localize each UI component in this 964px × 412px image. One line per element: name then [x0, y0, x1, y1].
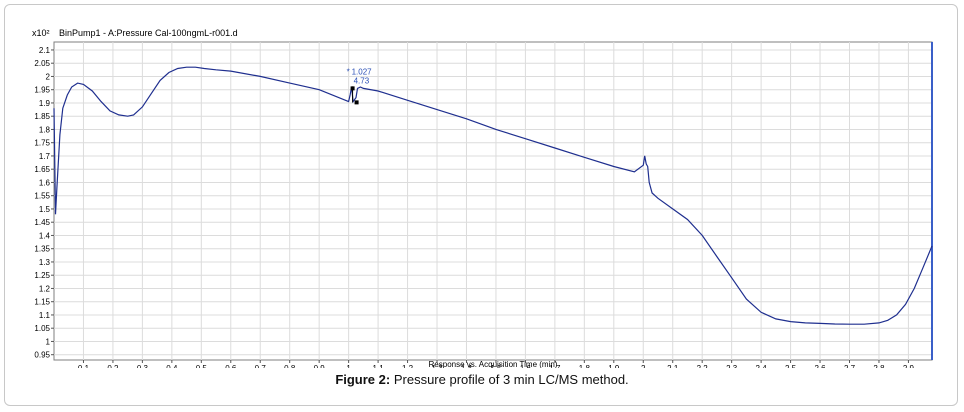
y-tick-label: 1.95 [34, 86, 50, 95]
x-tick-label: 2.3 [726, 364, 738, 368]
y-tick-label: 1.9 [39, 99, 51, 108]
chart-container: 0.95 1 1.05 1.1 1.15 1.2 1.25 1.3 1.35 1.4 1.45 1.5… [30, 24, 934, 373]
y-tick-label: 2.05 [34, 59, 50, 68]
annotation-marker-top [350, 86, 355, 91]
y-tick-label: 1.5 [39, 205, 51, 214]
y-tick-label: 1.65 [34, 165, 50, 174]
x-tick-label: 0.3 [137, 364, 149, 368]
figure-caption: Figure 2: Pressure profile of 3 min LC/M… [0, 372, 964, 387]
x-tick-label: 1 [346, 364, 351, 368]
annotation-marker-bottom [354, 100, 359, 105]
y-tick-label: 2.1 [39, 46, 51, 55]
y-multiplier-label: x10² [32, 28, 50, 38]
y-tick-label: 1.55 [34, 192, 50, 201]
chart-title: BinPump1 - A:Pressure Cal-100ngmL-r001.d [59, 28, 238, 38]
x-tick-label: 0.5 [196, 364, 208, 368]
x-tick-label: 1.2 [402, 364, 414, 368]
y-tick-label: 1.8 [39, 125, 51, 134]
caption-text: Pressure profile of 3 min LC/MS method. [393, 372, 629, 387]
y-tick-label: 1.7 [39, 152, 51, 161]
x-tick-label: 2.5 [785, 364, 797, 368]
y-tick-label: 1.2 [39, 284, 51, 293]
x-tick-label: 2.4 [756, 364, 768, 368]
y-tick-label: 1.05 [34, 324, 50, 333]
x-tick-label: 0.9 [314, 364, 326, 368]
y-tick-label: 1.45 [34, 218, 50, 227]
plot-area [53, 41, 933, 361]
y-tick-label: 1 [46, 337, 51, 346]
x-tick-label: 2.7 [844, 364, 856, 368]
annotation-extra: 4.73 [354, 76, 370, 85]
annotation-asterisk: * [347, 67, 350, 76]
y-tick-label: 1.25 [34, 271, 50, 280]
y-axis-ticks: 0.95 1 1.05 1.1 1.15 1.2 1.25 1.3 1.35 1.4 1.45 1.5… [34, 46, 54, 360]
y-tick-label: 1.15 [34, 298, 50, 307]
y-tick-label: 1.1 [39, 311, 51, 320]
y-tick-label: 1.35 [34, 245, 50, 254]
annotation-value: 1.027 [352, 67, 373, 76]
pressure-series-line [53, 66, 933, 325]
x-tick-label: 1.1 [373, 364, 385, 368]
x-tick-label: 0.7 [255, 364, 267, 368]
y-tick-label: 1.75 [34, 139, 50, 148]
x-tick-label: 2.1 [667, 364, 679, 368]
y-tick-label: 2 [46, 72, 51, 81]
x-tick-label: 2.8 [873, 364, 885, 368]
x-tick-label: 2.2 [697, 364, 709, 368]
y-tick-label: 1.6 [39, 178, 51, 187]
x-tick-label: 0.2 [107, 364, 119, 368]
x-tick-label: 1.8 [579, 364, 591, 368]
y-tick-label: 0.95 [34, 351, 50, 360]
x-tick-label: 2.9 [903, 364, 915, 368]
x-tick-label: 0.1 [78, 364, 90, 368]
x-tick-label: 2.6 [814, 364, 826, 368]
x-tick-label: 1.9 [608, 364, 620, 368]
y-tick-label: 1.85 [34, 112, 50, 121]
x-tick-label: 2 [641, 364, 646, 368]
grid [54, 42, 933, 360]
caption-label: Figure 2: [335, 372, 391, 387]
x-tick-label: 0.4 [166, 364, 178, 368]
pressure-chart: 0.95 1 1.05 1.1 1.15 1.2 1.25 1.3 1.35 1.4 1.45 1.5… [32, 28, 933, 373]
series-group [53, 66, 933, 325]
x-axis-label: Response vs. Acquisition Time (min) [429, 360, 558, 368]
x-tick-label: 0.8 [284, 364, 296, 368]
y-tick-label: 1.3 [39, 258, 51, 267]
y-tick-label: 1.4 [39, 231, 51, 240]
x-tick-label: 0.6 [225, 364, 237, 368]
